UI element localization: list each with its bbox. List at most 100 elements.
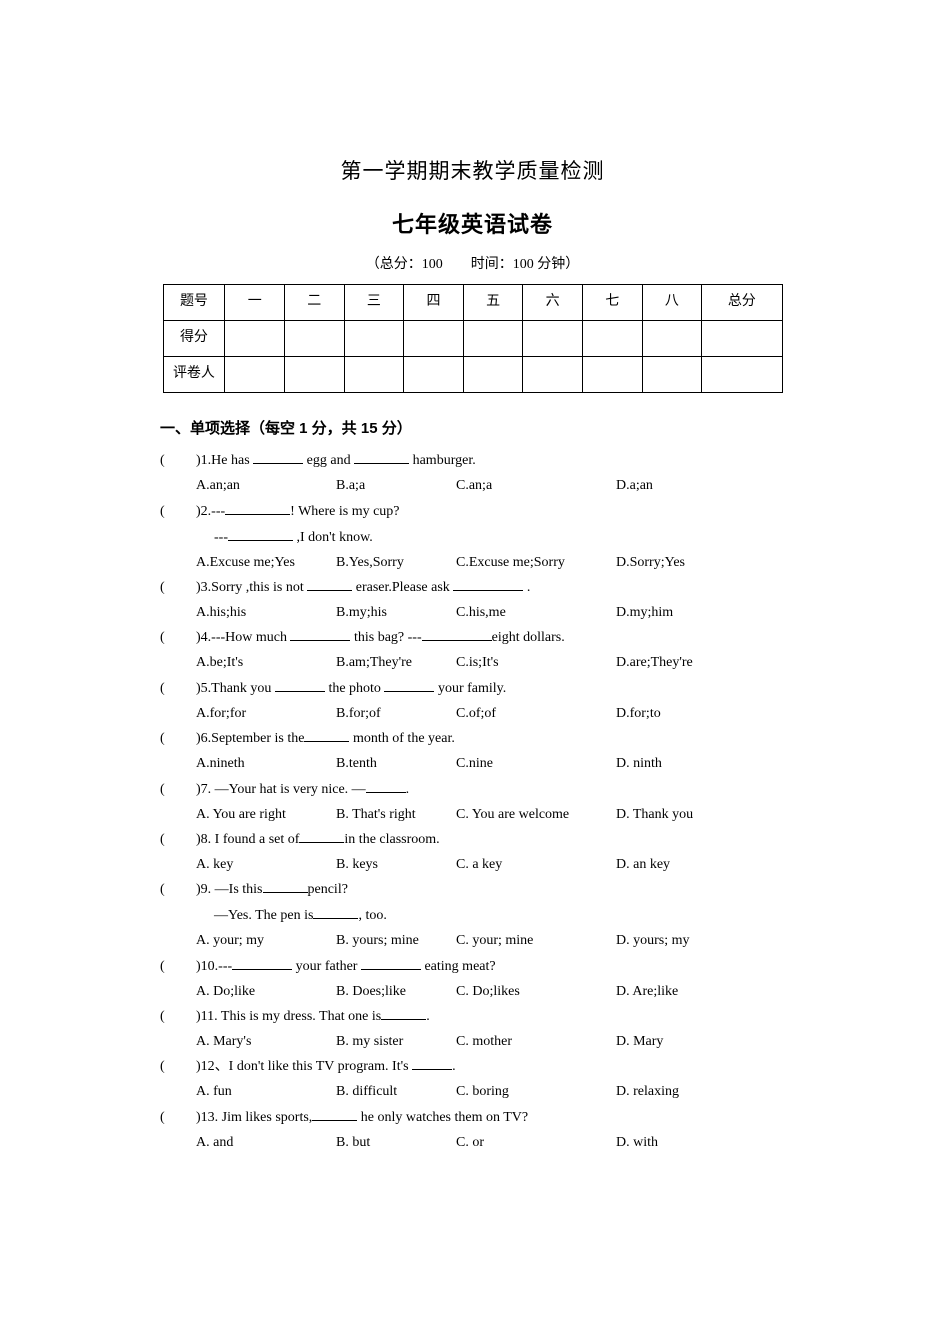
question-text: )7. —Your hat is very nice. —. (196, 778, 785, 802)
option-c: C.an;a (456, 475, 616, 497)
option-a: A. You are right (196, 804, 336, 826)
option-b: B. but (336, 1132, 456, 1154)
score-cell (284, 321, 344, 357)
option-b: B.a;a (336, 475, 456, 497)
option-d: D.are;They're (616, 652, 785, 674)
fill-blank (381, 1006, 426, 1020)
fill-blank (453, 577, 523, 591)
option-d: D.a;an (616, 475, 785, 497)
answer-paren: ( (160, 677, 196, 701)
col-header: 总分 (702, 285, 782, 321)
score-cell (344, 321, 404, 357)
score-cell (642, 321, 702, 357)
col-header: 七 (582, 285, 642, 321)
option-b: B.am;They're (336, 652, 456, 674)
question-text: )4.---How much this bag? ---eight dollar… (196, 626, 785, 650)
fill-blank (307, 577, 352, 591)
question-text: )9. —Is thispencil? (196, 878, 785, 902)
option-a: A.nineth (196, 753, 336, 775)
question-sub: --- ,I don't know. (160, 526, 785, 550)
question-options: A. keyB. keysC. a keyD. an key (160, 854, 785, 876)
fill-blank (313, 905, 358, 919)
answer-paren: ( (160, 626, 196, 650)
option-b: B. difficult (336, 1081, 456, 1103)
option-d: D. yours; my (616, 930, 785, 952)
section-header: 一、单项选择（每空 1 分，共 15 分） (160, 417, 785, 441)
score-cell (523, 321, 583, 357)
option-d: D.Sorry;Yes (616, 552, 785, 574)
question-options: A.his;hisB.my;hisC.his,meD.my;him (160, 602, 785, 624)
question-prompt: ()3.Sorry ,this is not eraser.Please ask… (160, 576, 785, 600)
option-b: B. keys (336, 854, 456, 876)
question-sub-text: --- ,I don't know. (196, 526, 785, 550)
question-prompt: ()11. This is my dress. That one is. (160, 1005, 785, 1029)
question-options: A. your; myB. yours; mineC. your; mineD.… (160, 930, 785, 952)
col-header: 五 (463, 285, 523, 321)
option-a: A.Excuse me;Yes (196, 552, 336, 574)
grader-cell (344, 357, 404, 393)
col-header: 八 (642, 285, 702, 321)
grader-cell (284, 357, 344, 393)
col-header: 四 (404, 285, 464, 321)
question-options: A.be;It'sB.am;They'reC.is;It'sD.are;They… (160, 652, 785, 674)
score-info: （总分：100 时间：100 分钟） (160, 254, 785, 276)
option-d: D. an key (616, 854, 785, 876)
question-prompt: ()6.September is the month of the year. (160, 727, 785, 751)
table-row-score: 得分 (163, 321, 782, 357)
paren-spacer (160, 904, 196, 928)
answer-paren: ( (160, 727, 196, 751)
question-prompt: ()4.---How much this bag? ---eight dolla… (160, 626, 785, 650)
score-cell (582, 321, 642, 357)
question-options: A. Do;likeB. Does;likeC. Do;likesD. Are;… (160, 981, 785, 1003)
question-prompt: ()5.Thank you the photo your family. (160, 677, 785, 701)
option-c: C.nine (456, 753, 616, 775)
fill-blank (422, 627, 492, 641)
questions-container: ()1.He has egg and hamburger.A.an;anB.a;… (160, 449, 785, 1154)
fill-blank (304, 728, 349, 742)
option-b: B.tenth (336, 753, 456, 775)
score-cell (463, 321, 523, 357)
question-options: A. andB. butC. orD. with (160, 1132, 785, 1154)
fill-blank (253, 450, 303, 464)
option-d: D.my;him (616, 602, 785, 624)
option-d: D. ninth (616, 753, 785, 775)
option-b: B. That's right (336, 804, 456, 826)
page-title-1: 第一学期期末教学质量检测 (160, 155, 785, 189)
grader-cell (523, 357, 583, 393)
answer-paren: ( (160, 955, 196, 979)
question-prompt: ()10.--- your father eating meat? (160, 955, 785, 979)
option-a: A. Mary's (196, 1031, 336, 1053)
option-c: C. or (456, 1132, 616, 1154)
question-prompt: ()8. I found a set ofin the classroom. (160, 828, 785, 852)
question-sub: —Yes. The pen is, too. (160, 904, 785, 928)
page-title-2: 七年级英语试卷 (160, 207, 785, 242)
fill-blank (275, 678, 325, 692)
col-header: 二 (284, 285, 344, 321)
option-b: B.my;his (336, 602, 456, 624)
option-d: D. relaxing (616, 1081, 785, 1103)
table-row-header: 题号 一 二 三 四 五 六 七 八 总分 (163, 285, 782, 321)
table-row-grader: 评卷人 (163, 357, 782, 393)
option-a: A. key (196, 854, 336, 876)
option-b: B.Yes,Sorry (336, 552, 456, 574)
fill-blank (366, 779, 406, 793)
question-text: )13. Jim likes sports, he only watches t… (196, 1106, 785, 1130)
grader-cell (582, 357, 642, 393)
option-c: C.of;of (456, 703, 616, 725)
option-a: A. fun (196, 1081, 336, 1103)
option-d: D. Thank you (616, 804, 785, 826)
fill-blank (299, 829, 344, 843)
row-label: 评卷人 (163, 357, 225, 393)
grader-cell (642, 357, 702, 393)
fill-blank (412, 1056, 452, 1070)
option-a: A.for;for (196, 703, 336, 725)
question-prompt: ()1.He has egg and hamburger. (160, 449, 785, 473)
option-d: D. Are;like (616, 981, 785, 1003)
question-text: )6.September is the month of the year. (196, 727, 785, 751)
option-c: C.Excuse me;Sorry (456, 552, 616, 574)
question-options: A.an;anB.a;aC.an;aD.a;an (160, 475, 785, 497)
question-sub-text: —Yes. The pen is, too. (196, 904, 785, 928)
question-text: )11. This is my dress. That one is. (196, 1005, 785, 1029)
answer-paren: ( (160, 449, 196, 473)
question-text: )1.He has egg and hamburger. (196, 449, 785, 473)
